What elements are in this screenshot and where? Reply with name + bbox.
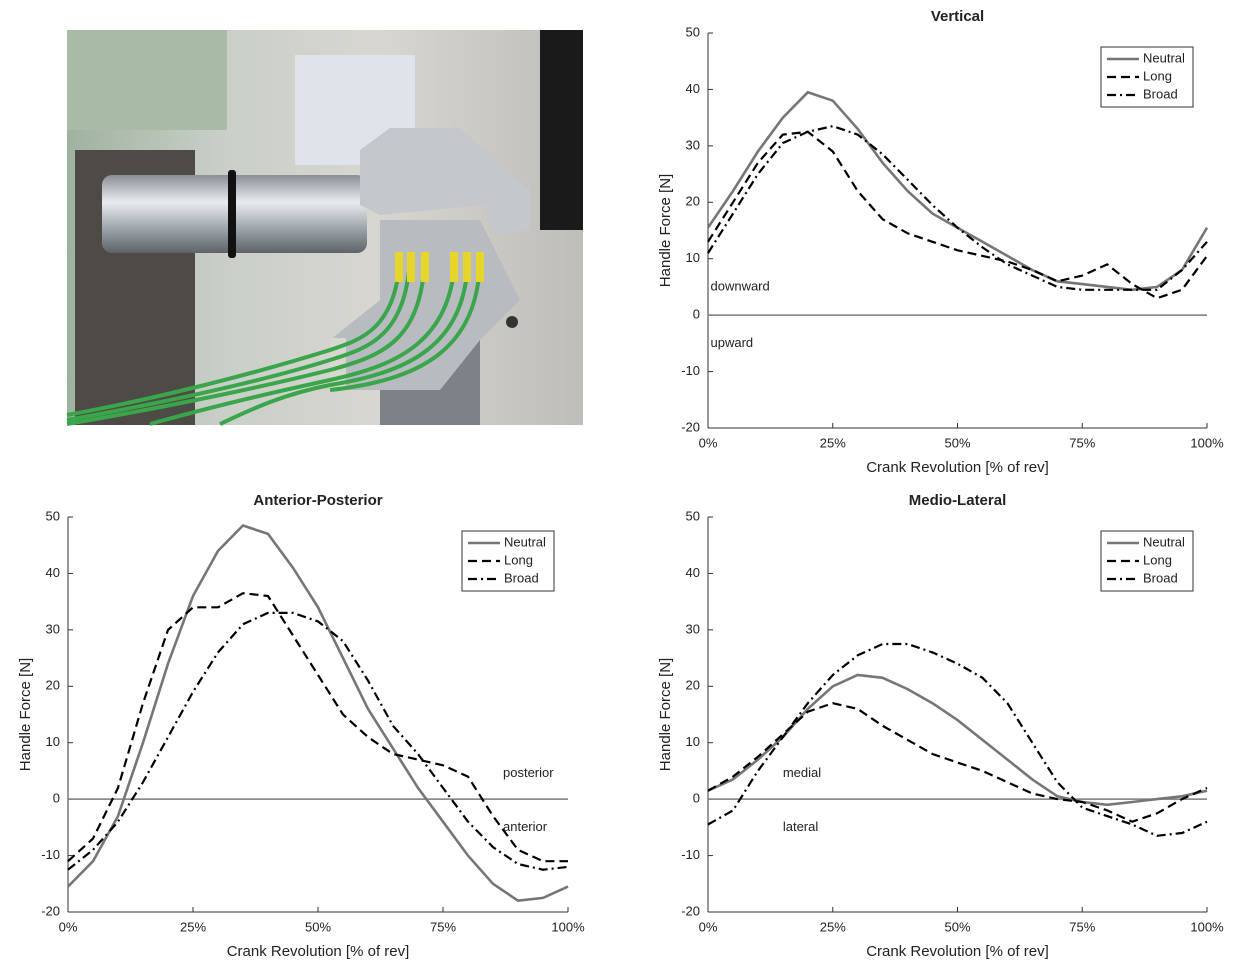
series-line [707, 124, 1208, 291]
x-tick-label: 100% [1190, 435, 1224, 450]
series-line [67, 524, 569, 903]
legend-label: Neutral [1143, 534, 1185, 549]
y-tick-label: 50 [686, 24, 700, 39]
y-tick-label: 10 [686, 250, 700, 265]
x-tick-label: 50% [944, 919, 970, 934]
photo [66, 30, 583, 426]
series-line [707, 673, 1208, 807]
legend: Neutral Long Broad [1100, 530, 1194, 592]
y-axis-label: Handle Force [N] [657, 658, 674, 771]
legend-box [1100, 530, 1194, 592]
x-tick-label: 50% [305, 919, 331, 934]
chart-title: Medio-Lateral [909, 492, 1007, 509]
series-line [67, 592, 568, 863]
legend-box [1100, 46, 1194, 108]
series-line [67, 611, 569, 871]
y-tick-label: 20 [686, 678, 700, 693]
y-tick-label: 0 [693, 791, 700, 806]
legend-box [461, 530, 555, 592]
annotation: lateral [783, 819, 819, 834]
y-tick-label: -20 [681, 903, 700, 918]
y-tick-label: -10 [681, 363, 700, 378]
legend-label: Broad [1143, 86, 1178, 101]
legend-label: Neutral [504, 534, 546, 549]
x-tick-label: 75% [1069, 435, 1095, 450]
x-tick-label: 100% [551, 919, 585, 934]
y-axis-label: Handle Force [N] [17, 658, 34, 771]
chart: Anterior-Posterior Crank Revolution [% of… [17, 492, 585, 960]
y-tick-label: 40 [686, 565, 700, 580]
series-line [707, 642, 1208, 837]
chart-title: Anterior-Posterior [253, 492, 382, 509]
legend-label: Long [1143, 552, 1172, 567]
y-tick-label: 30 [686, 137, 700, 152]
y-tick-label: 10 [46, 734, 60, 749]
y-tick-label: -20 [681, 419, 700, 434]
legend-label: Long [504, 552, 533, 567]
x-tick-label: 50% [944, 435, 970, 450]
y-tick-label: -10 [41, 847, 60, 862]
series-line [706, 90, 1209, 292]
legend-label: Long [1143, 68, 1172, 83]
x-tick-label: 0% [59, 919, 78, 934]
y-tick-label: 30 [46, 621, 60, 636]
x-tick-label: 100% [1190, 919, 1224, 934]
x-tick-label: 25% [820, 435, 846, 450]
x-tick-label: 75% [430, 919, 456, 934]
y-tick-label: 50 [686, 508, 700, 523]
chart-title: Vertical [931, 8, 984, 25]
legend: Neutral Long Broad [461, 530, 555, 592]
annotation: medial [783, 765, 821, 780]
y-tick-label: 40 [46, 565, 60, 580]
x-tick-label: 0% [699, 919, 718, 934]
legend: Neutral Long Broad [1100, 46, 1194, 108]
y-tick-label: 50 [46, 508, 60, 523]
annotation: anterior [503, 819, 548, 834]
series-line [707, 702, 1208, 823]
x-tick-label: 0% [699, 435, 718, 450]
y-tick-label: 0 [693, 307, 700, 322]
y-tick-label: 30 [686, 621, 700, 636]
series-line [707, 130, 1208, 300]
y-tick-label: -10 [681, 847, 700, 862]
x-tick-label: 75% [1069, 919, 1095, 934]
x-axis-label: Crank Revolution [% of rev] [866, 943, 1049, 960]
y-tick-label: 20 [46, 678, 60, 693]
annotation: upward [710, 335, 753, 350]
x-axis-label: Crank Revolution [% of rev] [227, 943, 410, 960]
y-tick-label: 20 [686, 194, 700, 209]
chart: Medio-Lateral Crank Revolution [% of rev]… [657, 492, 1224, 960]
annotation: downward [710, 278, 769, 293]
legend-label: Broad [504, 570, 539, 585]
legend-label: Neutral [1143, 50, 1185, 65]
x-tick-label: 25% [180, 919, 206, 934]
chart: Vertical Crank Revolution [% of rev] Handl… [657, 8, 1224, 476]
y-tick-label: -20 [41, 903, 60, 918]
y-tick-label: 40 [686, 81, 700, 96]
y-tick-label: 10 [686, 734, 700, 749]
y-axis-label: Handle Force [N] [657, 174, 674, 287]
x-tick-label: 25% [820, 919, 846, 934]
annotation: posterior [503, 765, 554, 780]
x-axis-label: Crank Revolution [% of rev] [866, 459, 1049, 476]
y-tick-label: 0 [53, 791, 60, 806]
legend-label: Broad [1143, 570, 1178, 585]
